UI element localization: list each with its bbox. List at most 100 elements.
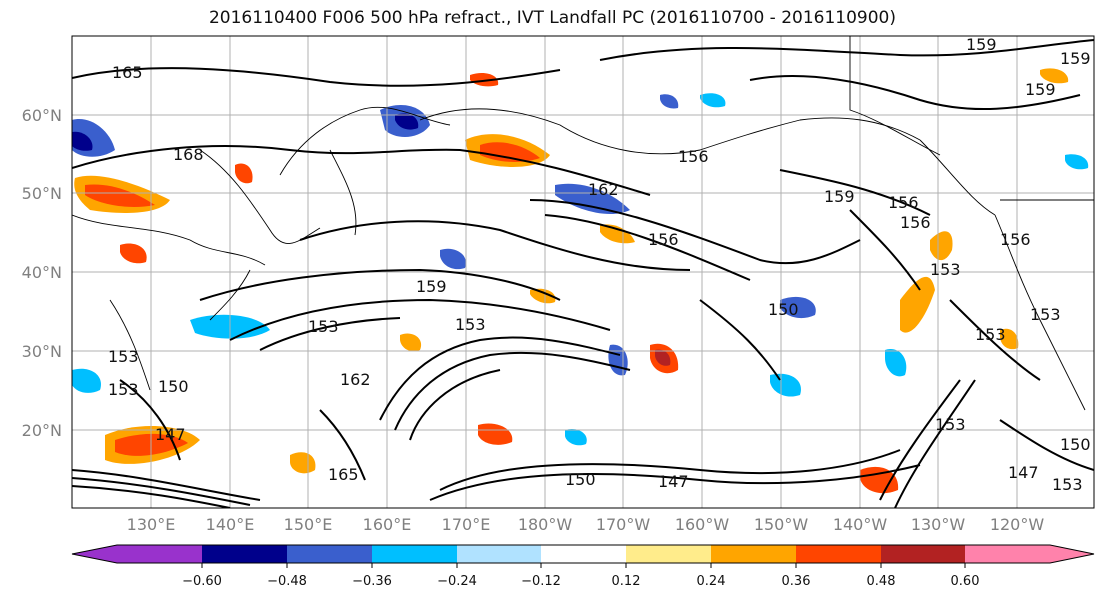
contour-label: 150 xyxy=(768,300,799,319)
colorbar-tick-label: −0.48 xyxy=(267,574,307,589)
contour-label: 159 xyxy=(966,35,997,54)
colorbar-swatch xyxy=(965,545,1050,563)
colorbar-tick-label: −0.36 xyxy=(352,574,392,589)
contour-lines xyxy=(72,39,1094,508)
lon-label: 150°W xyxy=(754,515,809,534)
contour-label: 153 xyxy=(1030,305,1061,324)
graticule xyxy=(72,36,1094,508)
shading-patch xyxy=(860,466,899,494)
shading-patch xyxy=(770,373,801,397)
colorbar-swatch xyxy=(796,545,881,563)
lon-label: 130°W xyxy=(911,515,966,534)
colorbar-tick-label: −0.24 xyxy=(437,574,477,589)
colorbar-swatch xyxy=(881,545,965,563)
contour-label: 150 xyxy=(1060,435,1091,454)
shading-patch xyxy=(700,93,726,108)
colorbar: −0.60 −0.48 −0.36 −0.24 −0.12 0.12 0.24 … xyxy=(71,544,1095,589)
contour-label: 150 xyxy=(158,377,189,396)
shading-patch xyxy=(530,288,556,304)
shading-patch xyxy=(1065,154,1089,170)
lon-label: 120°W xyxy=(990,515,1045,534)
colorbar-swatch xyxy=(711,545,796,563)
colorbar-swatch xyxy=(202,545,287,563)
shading-patch xyxy=(780,296,816,319)
shading-patch xyxy=(235,163,253,184)
contour-label: 156 xyxy=(900,213,931,232)
colorbar-extend-min xyxy=(72,545,117,563)
contour-label: 159 xyxy=(1060,49,1091,68)
contour-label: 150 xyxy=(565,470,596,489)
lon-label: 170°E xyxy=(442,515,491,534)
contour-label: 165 xyxy=(328,465,359,484)
shading-patch xyxy=(660,94,679,109)
lon-label: 140°W xyxy=(833,515,888,534)
shading-patch xyxy=(120,243,147,264)
longitude-labels: 130°E 140°E 150°E 160°E 170°E 180°W 170°… xyxy=(127,515,1045,534)
contour-label: 153 xyxy=(108,347,139,366)
contour-label: 153 xyxy=(308,317,339,336)
contour-label: 147 xyxy=(658,472,689,491)
shading-patch xyxy=(555,183,630,215)
coastlines xyxy=(72,36,1094,411)
lon-label: 160°W xyxy=(675,515,730,534)
colorbar-swatch xyxy=(287,545,372,563)
shading-patch xyxy=(440,248,466,270)
colorbar-extend-max xyxy=(1050,545,1094,563)
colorbar-tick-label: 0.24 xyxy=(697,574,726,589)
shading-patch xyxy=(470,73,499,87)
shading-patch xyxy=(565,428,587,446)
latitude-labels: 60°N 50°N 40°N 30°N 20°N xyxy=(22,106,62,440)
contour-label: 156 xyxy=(1000,230,1031,249)
contour-label: 147 xyxy=(155,425,186,444)
lon-label: 180°W xyxy=(518,515,573,534)
colorbar-tick-label: 0.12 xyxy=(612,574,641,589)
shading-patch xyxy=(72,368,101,393)
colorbar-swatch xyxy=(626,545,711,563)
shading-patch xyxy=(600,224,635,244)
colorbar-outline xyxy=(71,544,1095,564)
lat-label: 50°N xyxy=(22,184,62,203)
contour-label: 159 xyxy=(1025,80,1056,99)
shading-patch xyxy=(400,333,422,352)
contour-labels: 165 168 162 156 159 159 159 159 156 156 … xyxy=(108,35,1091,494)
shading-patch xyxy=(72,131,93,151)
shading-patch xyxy=(478,423,513,445)
contour-label: 159 xyxy=(824,187,855,206)
contour-label: 156 xyxy=(888,193,919,212)
contour-label: 156 xyxy=(648,230,679,249)
contour-label: 162 xyxy=(340,370,371,389)
colorbar-tick-label: 0.48 xyxy=(867,574,896,589)
shading-patch xyxy=(655,349,671,366)
shading-patch xyxy=(1000,328,1019,350)
lat-label: 60°N xyxy=(22,106,62,125)
colorbar-tick-label: −0.12 xyxy=(521,574,561,589)
shading-patch xyxy=(290,452,316,474)
colorbar-tick-label: 0.36 xyxy=(782,574,811,589)
contour-label: 153 xyxy=(1052,475,1083,494)
contour-label: 147 xyxy=(1008,463,1039,482)
contour-label: 159 xyxy=(416,277,447,296)
map-title: 2016110400 F006 500 hPa refract., IVT La… xyxy=(208,8,896,28)
colorbar-ticks xyxy=(201,563,966,568)
contour-label: 162 xyxy=(588,180,619,199)
shading-patch xyxy=(395,113,419,130)
lon-label: 130°E xyxy=(127,515,176,534)
lon-label: 150°E xyxy=(284,515,333,534)
colorbar-swatch xyxy=(372,545,457,563)
shading-patch xyxy=(1040,68,1069,84)
lat-label: 20°N xyxy=(22,421,62,440)
contour-label: 153 xyxy=(935,415,966,434)
shading-patch xyxy=(885,349,907,377)
colorbar-tick-label: −0.60 xyxy=(182,574,222,589)
colorbar-swatch xyxy=(541,545,626,563)
map-frame: 165 168 162 156 159 159 159 159 156 156 … xyxy=(71,35,1095,509)
contour-label: 168 xyxy=(173,145,204,164)
colorbar-swatch xyxy=(457,545,541,563)
lat-label: 30°N xyxy=(22,342,62,361)
shading-patch xyxy=(480,142,540,162)
shading-patch xyxy=(85,184,155,207)
lat-label: 40°N xyxy=(22,263,62,282)
colorbar-tick-label: 0.60 xyxy=(951,574,980,589)
contour-label: 153 xyxy=(455,315,486,334)
